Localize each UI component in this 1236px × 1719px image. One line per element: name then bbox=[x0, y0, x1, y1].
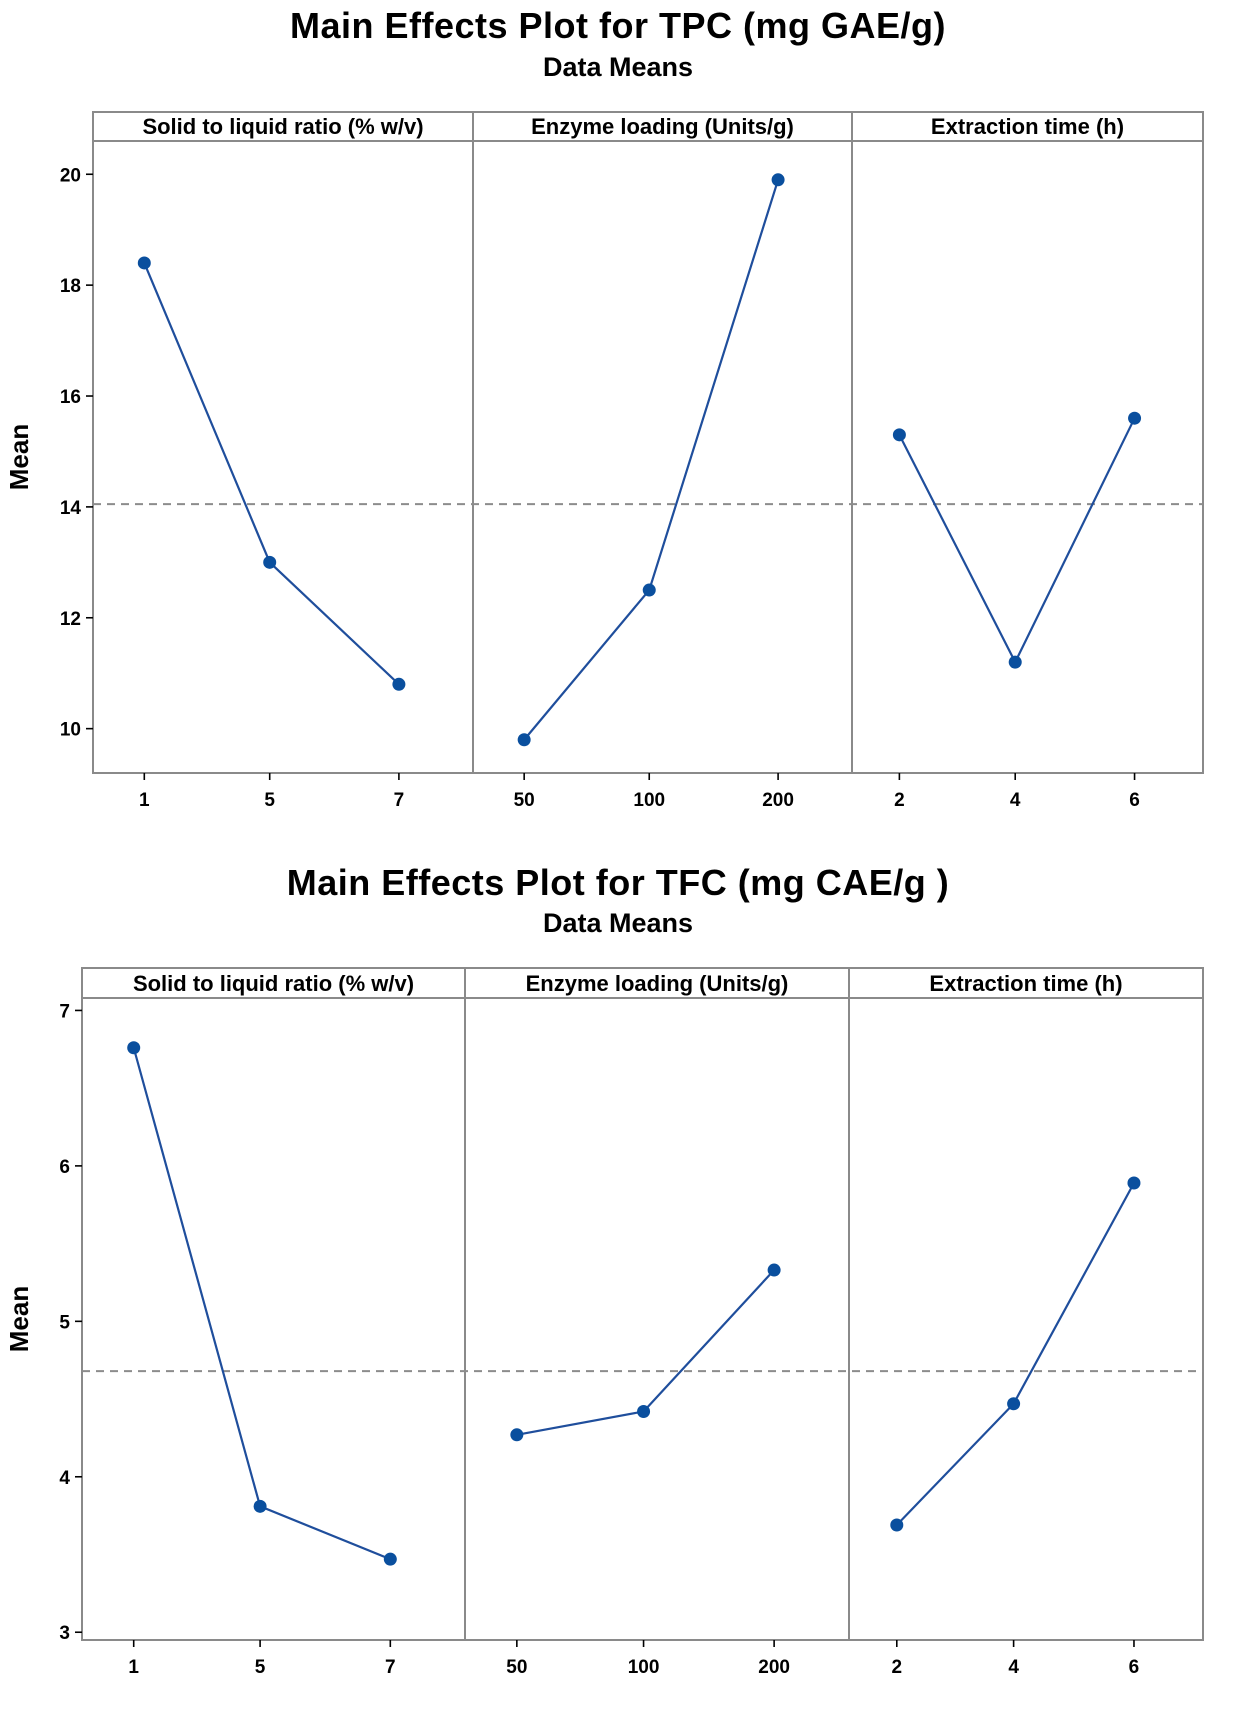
chart-subtitle: Data Means bbox=[542, 52, 694, 82]
chart-subtitle: Data Means bbox=[542, 908, 694, 938]
x-tick-label: 1 bbox=[139, 790, 150, 811]
data-point bbox=[263, 555, 277, 569]
series-line bbox=[895, 1182, 1135, 1526]
data-point bbox=[767, 1263, 781, 1277]
series-line bbox=[143, 262, 400, 686]
x-tick-label: 7 bbox=[394, 790, 405, 811]
x-tick-label: 4 bbox=[1008, 1657, 1019, 1678]
data-point bbox=[517, 733, 531, 747]
y-tick-label: 3 bbox=[59, 1623, 70, 1644]
data-point bbox=[890, 1518, 904, 1532]
data-point bbox=[253, 1499, 267, 1513]
panel-label: Solid to liquid ratio (% w/v) bbox=[142, 114, 423, 139]
panel-label: Extraction time (h) bbox=[931, 114, 1124, 139]
x-tick-label: 6 bbox=[1129, 790, 1140, 811]
series-line bbox=[132, 1047, 391, 1561]
y-tick-label: 6 bbox=[59, 1157, 70, 1178]
x-tick-label: 5 bbox=[255, 1657, 266, 1678]
data-point bbox=[892, 428, 906, 442]
y-tick-label: 10 bbox=[60, 720, 81, 741]
y-tick-label: 7 bbox=[59, 1001, 70, 1022]
x-tick-label: 200 bbox=[758, 1657, 790, 1678]
tfc-main-effects-chart: Main Effects Plot for TFC (mg CAE/g ) Da… bbox=[0, 855, 1236, 1719]
panel-header-box bbox=[848, 967, 1204, 999]
data-point bbox=[771, 173, 785, 187]
panel-label: Enzyme loading (Units/g) bbox=[531, 114, 794, 139]
x-tick-label: 200 bbox=[762, 790, 794, 811]
panel-label: Extraction time (h) bbox=[929, 971, 1122, 996]
x-tick-label: 1 bbox=[128, 1657, 139, 1678]
y-tick-label: 18 bbox=[60, 276, 81, 297]
data-point bbox=[1008, 655, 1022, 669]
x-tick-label: 7 bbox=[385, 1657, 396, 1678]
y-axis-label: Mean bbox=[4, 1286, 34, 1352]
series-line bbox=[898, 417, 1136, 665]
panel-frame bbox=[81, 997, 466, 1641]
tpc-main-effects-chart: Main Effects Plot for TPC (mg GAE/g) Dat… bbox=[0, 0, 1236, 850]
panel-header-box bbox=[81, 967, 466, 999]
data-point bbox=[392, 677, 406, 691]
y-tick-label: 20 bbox=[60, 165, 81, 186]
x-tick-label: 100 bbox=[628, 1657, 660, 1678]
data-point bbox=[1127, 1176, 1141, 1190]
chart-title: Main Effects Plot for TFC (mg CAE/g ) bbox=[286, 862, 950, 903]
panel-frame bbox=[464, 997, 850, 1641]
panel-frame bbox=[472, 140, 853, 774]
panel-label: Solid to liquid ratio (% w/v) bbox=[133, 971, 414, 996]
x-tick-label: 6 bbox=[1129, 1657, 1140, 1678]
panel-frame bbox=[92, 140, 474, 774]
panel-label: Enzyme loading (Units/g) bbox=[526, 971, 789, 996]
x-tick-label: 50 bbox=[506, 1657, 527, 1678]
data-point bbox=[510, 1428, 524, 1442]
tfc-plot-area: Solid to liquid ratio (% w/v) Enzyme load… bbox=[4, 967, 1204, 1678]
x-tick-label: 2 bbox=[894, 790, 905, 811]
x-tick-label: 50 bbox=[514, 790, 535, 811]
data-point bbox=[637, 1404, 651, 1418]
series-line bbox=[523, 179, 780, 741]
x-tick-label: 2 bbox=[892, 1657, 903, 1678]
x-tick-label: 4 bbox=[1010, 790, 1021, 811]
data-point bbox=[137, 256, 151, 270]
data-point bbox=[1128, 411, 1142, 425]
data-point bbox=[383, 1552, 397, 1566]
data-point bbox=[1007, 1397, 1021, 1411]
y-tick-label: 14 bbox=[60, 498, 82, 519]
x-tick-label: 100 bbox=[633, 790, 665, 811]
panel-frame bbox=[851, 140, 1204, 774]
tpc-plot-area: Solid to liquid ratio (% w/v) Enzyme load… bbox=[4, 111, 1204, 811]
y-axis-label: Mean bbox=[4, 424, 34, 490]
y-tick-label: 16 bbox=[60, 387, 81, 408]
y-tick-label: 4 bbox=[59, 1468, 70, 1489]
y-tick-label: 12 bbox=[60, 609, 81, 630]
x-tick-label: 5 bbox=[264, 790, 275, 811]
data-point bbox=[642, 583, 656, 597]
panel-header-box bbox=[92, 111, 474, 142]
chart-title: Main Effects Plot for TPC (mg GAE/g) bbox=[289, 5, 946, 46]
panel-frame bbox=[848, 997, 1204, 1641]
y-tick-label: 5 bbox=[59, 1312, 70, 1333]
data-point bbox=[127, 1041, 141, 1055]
